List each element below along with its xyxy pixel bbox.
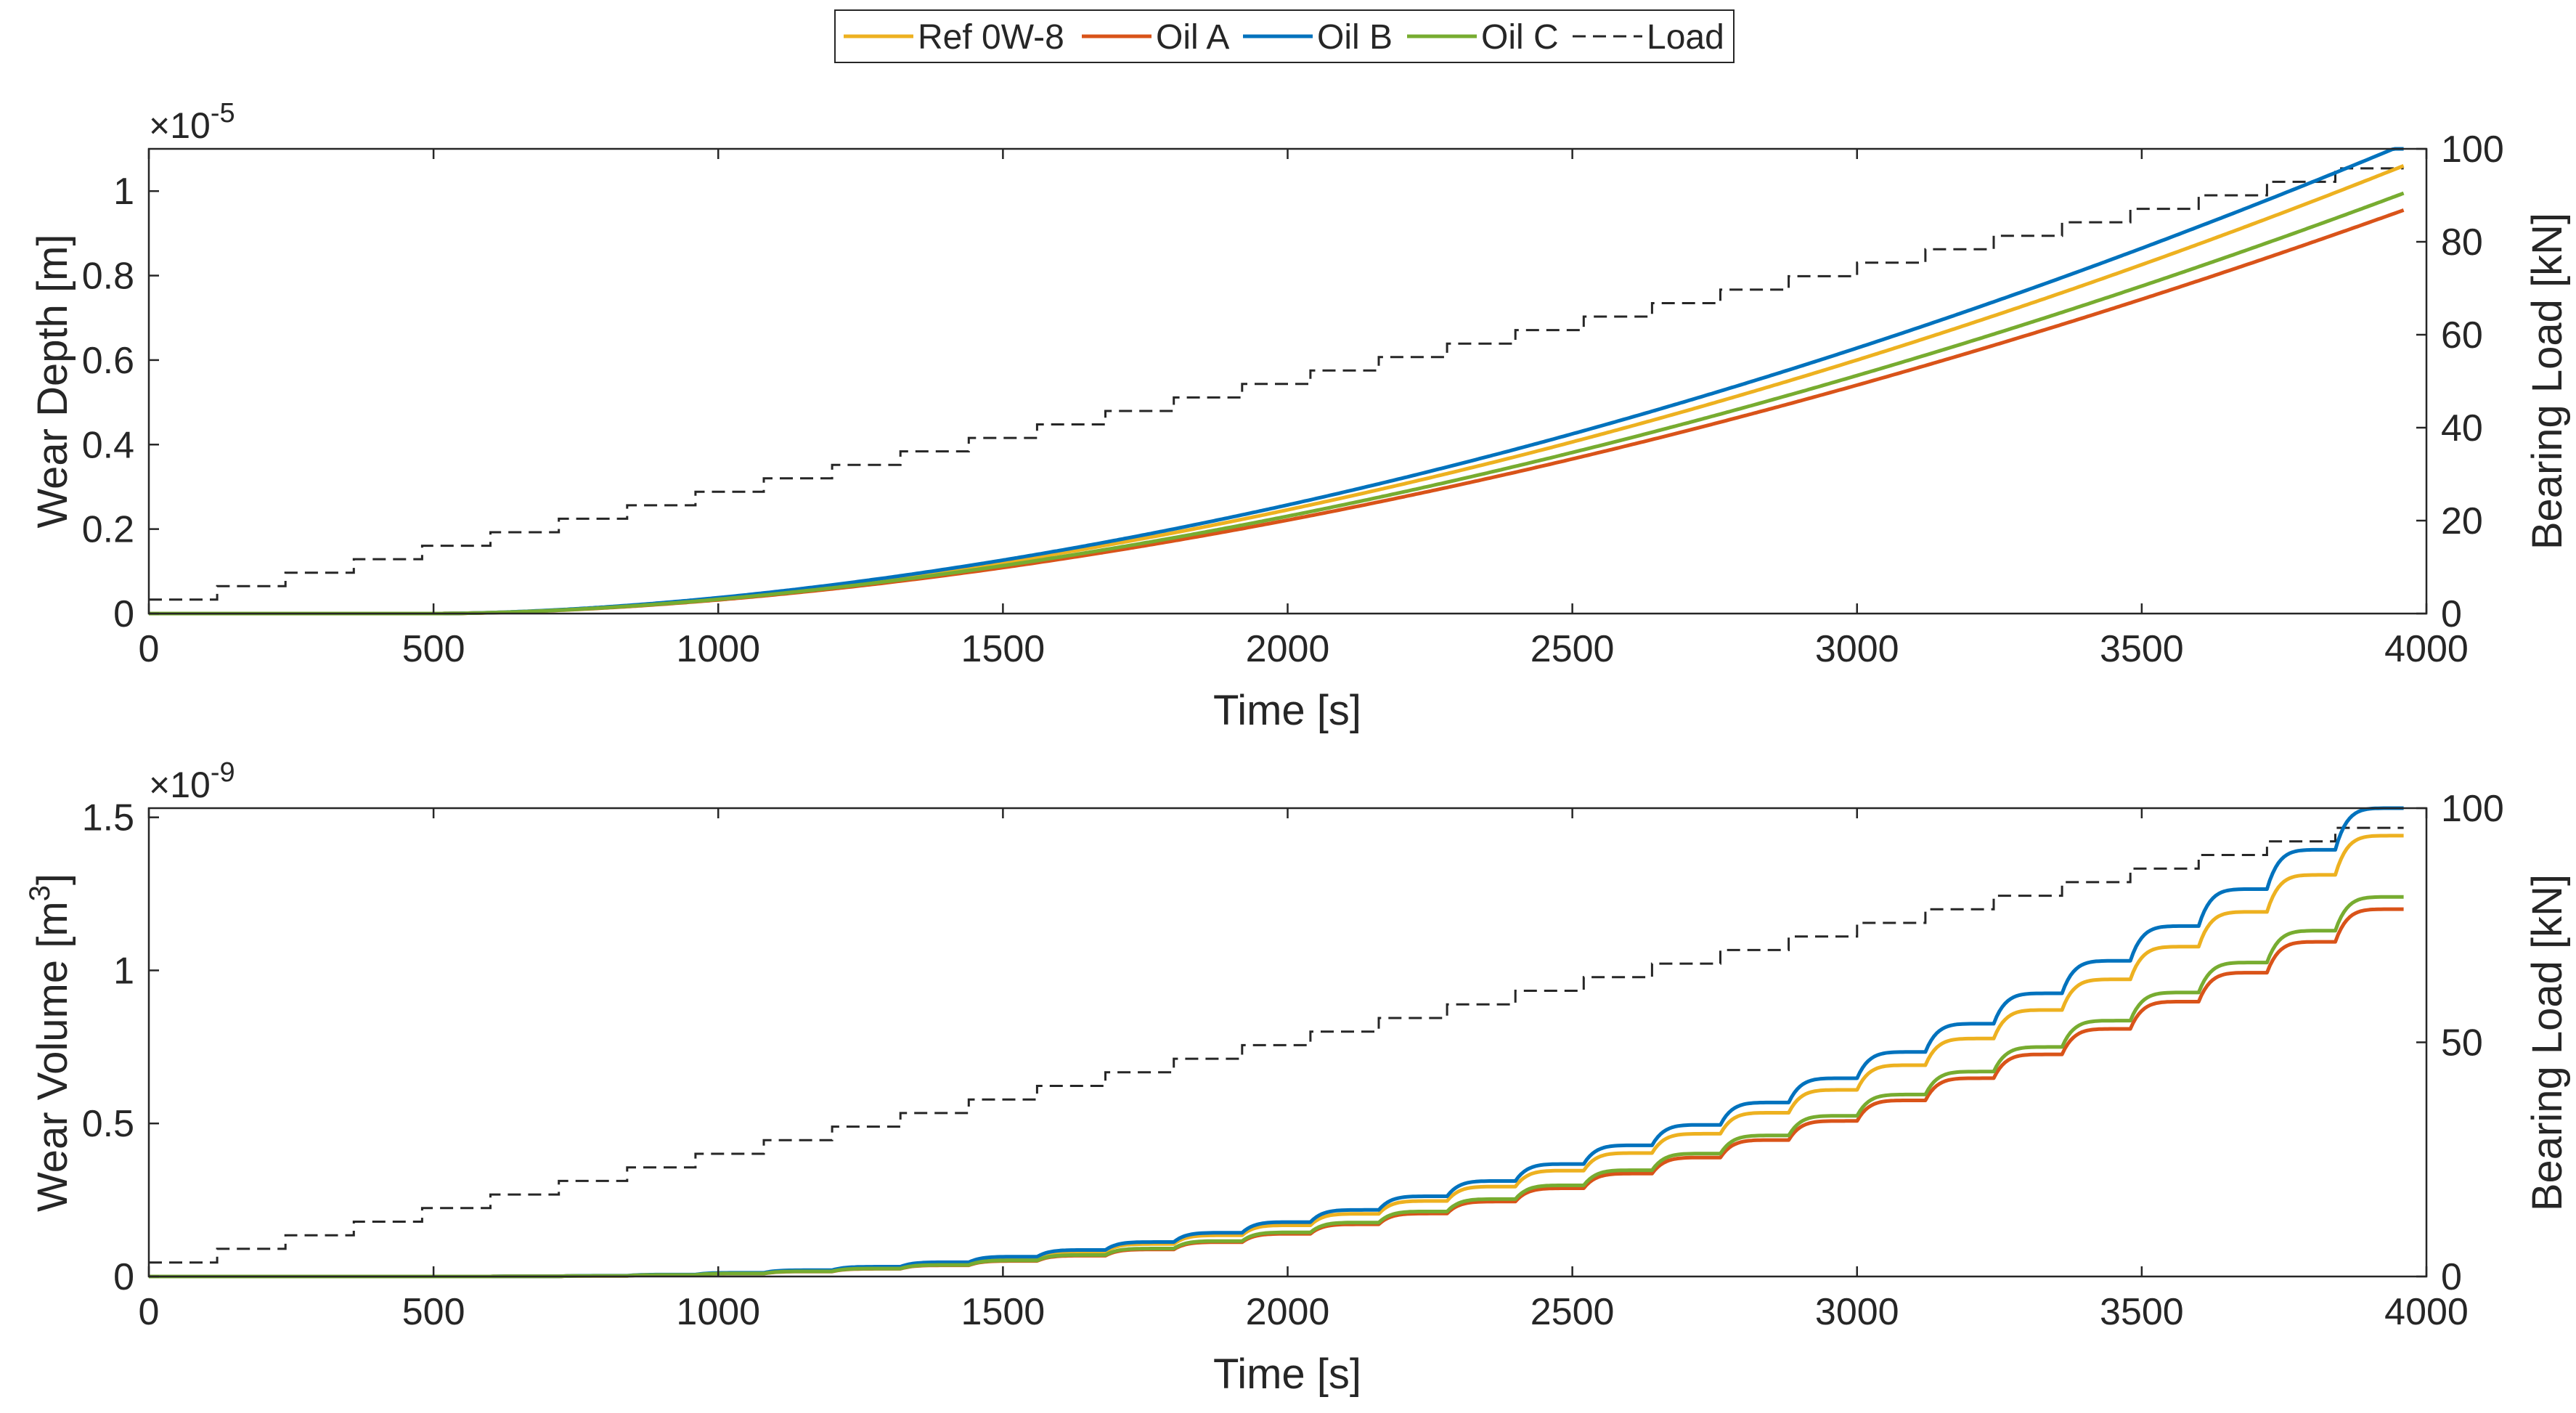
wear-depth-y2-axis-label: Bearing Load [kN] bbox=[2524, 213, 2571, 550]
wear-volume-x-tick-label: 3500 bbox=[2100, 1291, 2184, 1333]
wear-depth-y2-tick-label: 100 bbox=[2441, 129, 2504, 171]
wear-volume-y2-tick-label: 50 bbox=[2441, 1022, 2483, 1064]
wear-depth-y-tick-label: 0 bbox=[113, 593, 134, 635]
legend-label-oila: Oil A bbox=[1156, 18, 1229, 57]
wear-depth-y-tick-label: 0.6 bbox=[82, 340, 134, 382]
wear-depth-load-path bbox=[149, 167, 2404, 601]
wear-volume-y2-axis-label: Bearing Load [kN] bbox=[2524, 874, 2571, 1211]
legend-label-load: Load bbox=[1647, 18, 1724, 57]
wear-volume-series-ref0w8 bbox=[149, 834, 2404, 1279]
wear-volume-chart: 0 500 1000 1500 2000 2500 3000 3500 400000.511.5… bbox=[24, 757, 2571, 1398]
wear-volume-y2-tick-label: 100 bbox=[2441, 788, 2504, 830]
wear-volume-ticks bbox=[147, 807, 2428, 1278]
wear-volume-y-exponent-base: ×10 bbox=[149, 765, 211, 805]
wear-volume-x-tick-label: 1000 bbox=[676, 1291, 760, 1333]
wear-volume-y-tick-label: 1.5 bbox=[82, 797, 134, 839]
wear-volume-y-tick-label: 0 bbox=[113, 1256, 134, 1298]
wear-depth-y2-tick-label: 40 bbox=[2441, 407, 2483, 449]
wear-depth-series-group bbox=[149, 147, 2405, 616]
wear-volume-y-label-main: Wear Volume [m bbox=[29, 901, 76, 1212]
legend-label-oilc: Oil C bbox=[1481, 18, 1559, 57]
wear-depth-y-tick-label: 0.8 bbox=[82, 256, 134, 298]
wear-volume-y-axis-label: Wear Volume [m3] bbox=[24, 874, 76, 1212]
wear-depth-y2-tick-label: 80 bbox=[2441, 221, 2483, 264]
wear-depth-x-tick-label: 1500 bbox=[961, 628, 1046, 670]
wear-volume-load-line bbox=[149, 826, 2404, 1264]
legend-label-oilb: Oil B bbox=[1317, 18, 1393, 57]
wear-depth-x-tick-label: 2500 bbox=[1530, 628, 1615, 670]
wear-volume-y2-tick-label: 0 bbox=[2441, 1256, 2462, 1298]
wear-volume-y-tick-label: 0.5 bbox=[82, 1103, 134, 1145]
wear-depth-x-tick-label: 500 bbox=[402, 628, 465, 670]
legend: Ref 0W-8 Oil A Oil B Oil C Load bbox=[834, 9, 1735, 63]
wear-volume-y-exponent-power: -9 bbox=[211, 757, 235, 788]
wear-depth-y-exponent: ×10-5 bbox=[149, 98, 235, 146]
wear-depth-y-tick-label: 1 bbox=[113, 171, 134, 213]
wear-depth-y-tick-label: 0.4 bbox=[82, 424, 134, 466]
wear-depth-x-tick-label: 3500 bbox=[2100, 628, 2184, 670]
wear-volume-y-exponent: ×10-9 bbox=[149, 757, 235, 805]
wear-depth-y2-tick-label: 0 bbox=[2441, 593, 2462, 635]
wear-volume-x-tick-label: 2500 bbox=[1530, 1291, 1615, 1333]
wear-depth-x-axis-label: Time [s] bbox=[1213, 687, 1361, 734]
legend-label-ref0w8: Ref 0W-8 bbox=[918, 18, 1064, 57]
wear-volume-x-tick-label: 1500 bbox=[961, 1291, 1046, 1333]
wear-volume-y-label-close: ] bbox=[29, 874, 76, 885]
wear-depth-x-tick-label: 1000 bbox=[676, 628, 760, 670]
wear-volume-x-tick-label: 4000 bbox=[2384, 1291, 2469, 1333]
wear-volume-y-tick-label: 1 bbox=[113, 950, 134, 992]
wear-depth-load-line bbox=[149, 167, 2404, 601]
wear-depth-x-tick-label: 2000 bbox=[1246, 628, 1330, 670]
wear-volume-tick-labels: 0 500 1000 1500 2000 2500 3000 3500 400000.511.5… bbox=[82, 788, 2504, 1333]
wear-depth-series-oila bbox=[149, 208, 2405, 616]
wear-depth-y-exponent-power: -5 bbox=[211, 98, 235, 129]
wear-depth-x-tick-label: 3000 bbox=[1815, 628, 1899, 670]
wear-volume-load-path bbox=[149, 826, 2404, 1264]
wear-depth-y2-tick-label: 60 bbox=[2441, 314, 2483, 357]
wear-depth-x-tick-label: 4000 bbox=[2384, 628, 2469, 670]
wear-depth-y-tick-label: 0.2 bbox=[82, 509, 134, 551]
wear-depth-y2-tick-label: 20 bbox=[2441, 500, 2483, 542]
wear-depth-chart: 0 500 1000 1500 2000 2500 3000 3500 400000.20.40… bbox=[29, 98, 2571, 734]
wear-depth-y-axis-label: Wear Depth [m] bbox=[29, 234, 76, 528]
wear-depth-series-oilb bbox=[149, 147, 2404, 616]
wear-volume-x-tick-label: 500 bbox=[402, 1291, 465, 1333]
wear-depth-x-tick-label: 0 bbox=[139, 628, 160, 670]
wear-volume-series-oilc bbox=[149, 895, 2404, 1279]
wear-volume-x-tick-label: 2000 bbox=[1246, 1291, 1330, 1333]
wear-volume-x-axis-label: Time [s] bbox=[1213, 1351, 1361, 1398]
wear-depth-y-exponent-base: ×10 bbox=[149, 105, 211, 146]
wear-volume-y-label-sup: 3 bbox=[24, 885, 56, 901]
wear-volume-series-group bbox=[149, 806, 2404, 1279]
wear-depth-series-oilc bbox=[149, 191, 2405, 616]
wear-volume-x-tick-label: 0 bbox=[139, 1291, 160, 1333]
wear-depth-tick-labels: 0 500 1000 1500 2000 2500 3000 3500 400000.20.40… bbox=[82, 129, 2504, 670]
wear-depth-ticks bbox=[147, 147, 2428, 615]
wear-volume-x-tick-label: 3000 bbox=[1815, 1291, 1899, 1333]
